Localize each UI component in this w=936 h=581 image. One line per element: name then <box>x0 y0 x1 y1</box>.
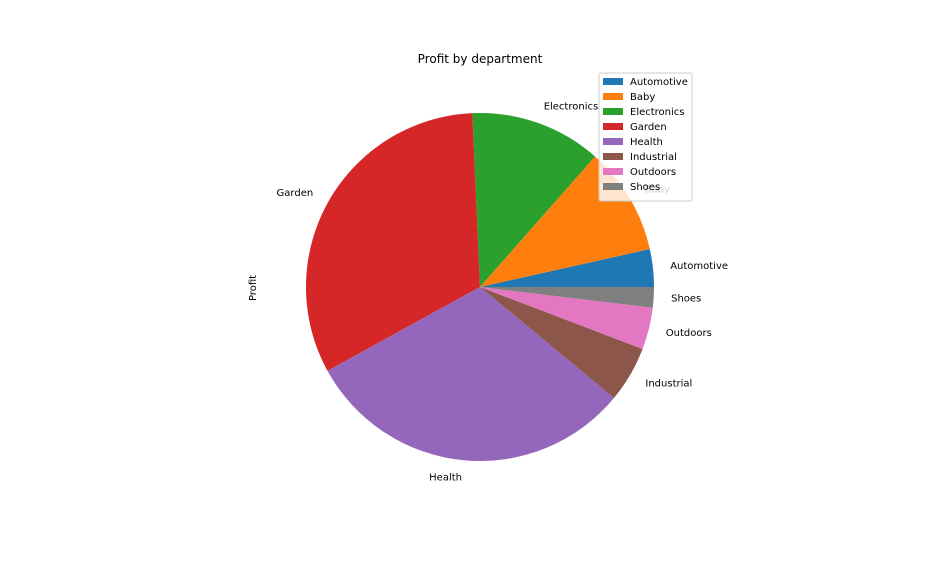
pie-slice-garden <box>305 113 480 371</box>
y-axis-label: Profit <box>248 275 259 301</box>
legend: Automotive Baby Electronics Garden Health Ind… <box>598 72 693 202</box>
legend-swatch-automotive <box>603 78 623 85</box>
pie-slice-outdoors <box>480 287 653 350</box>
legend-swatch-industrial <box>603 153 623 160</box>
legend-label-outdoors: Outdoors <box>630 167 676 178</box>
legend-label-health: Health <box>630 137 663 148</box>
slice-label-industrial: Industrial <box>645 378 692 389</box>
slice-label-shoes: Shoes <box>671 293 701 304</box>
legend-swatch-health <box>603 138 623 145</box>
legend-swatch-baby <box>603 93 623 100</box>
legend-label-garden: Garden <box>630 122 667 133</box>
pie-slice-automotive <box>480 249 654 287</box>
slice-label-garden: Garden <box>277 188 314 199</box>
chart-title: Profit by department <box>418 52 543 66</box>
legend-swatch-shoes <box>603 183 623 190</box>
slice-label-health: Health <box>429 473 462 484</box>
pie-slices <box>305 113 654 462</box>
legend-label-shoes: Shoes <box>630 182 660 193</box>
pie-slice-shoes <box>480 287 654 308</box>
legend-label-automotive: Automotive <box>630 77 688 88</box>
legend-swatch-outdoors <box>603 168 623 175</box>
slice-label-electronics: Electronics <box>544 102 599 113</box>
legend-label-electronics: Electronics <box>630 107 685 118</box>
slice-label-automotive: Automotive <box>670 261 728 272</box>
legend-swatch-electronics <box>603 108 623 115</box>
slice-label-outdoors: Outdoors <box>666 328 712 339</box>
pie-slice-electronics <box>472 113 596 288</box>
legend-label-industrial: Industrial <box>630 152 677 163</box>
legend-label-baby: Baby <box>630 92 655 103</box>
pie-slice-health <box>327 287 615 462</box>
pie-slice-industrial <box>480 287 643 398</box>
legend-swatch-garden <box>603 123 623 130</box>
